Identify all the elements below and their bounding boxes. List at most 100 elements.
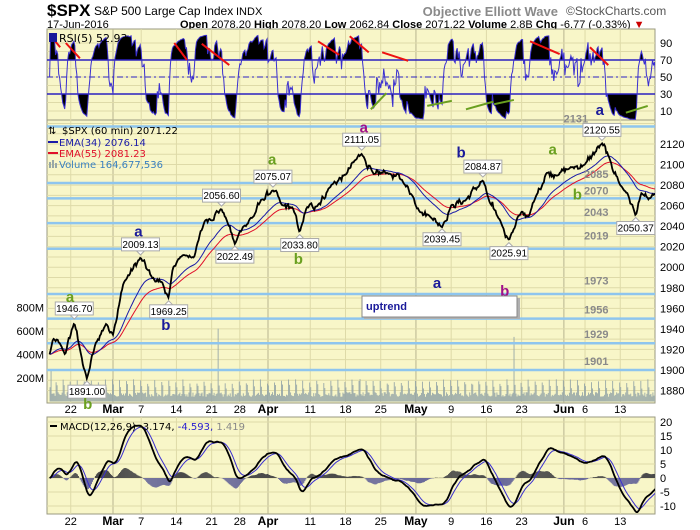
macd-histogram-bar [354, 475, 356, 478]
macd-histogram-bar [653, 473, 655, 478]
price-label-box [463, 159, 503, 174]
macd-histogram-bar [81, 478, 83, 484]
macd-histogram-bar [356, 476, 358, 478]
volume-bar [370, 394, 372, 402]
volume-bar [279, 393, 280, 402]
rsi-axis-label: 30 [660, 89, 672, 101]
volume-bar [63, 385, 65, 402]
volume-bar [635, 393, 637, 402]
level-label: 2070 [584, 185, 608, 197]
volume-bar [610, 392, 612, 402]
macd-histogram-bar [334, 473, 336, 478]
volume-bar [353, 393, 355, 402]
volume-bar [108, 394, 110, 402]
macd-histogram-bar [598, 476, 600, 478]
volume-bar [124, 395, 125, 402]
volume-bar [149, 394, 151, 402]
volume-bar [168, 380, 170, 402]
volume-bar [475, 392, 477, 402]
macd-histogram-bar [548, 471, 550, 478]
volume-bar [485, 381, 487, 402]
macd-histogram-bar [430, 478, 432, 479]
volume-bar [127, 384, 129, 402]
volume-bar [505, 394, 507, 402]
macd-histogram-bar [211, 475, 213, 478]
volume-bar [437, 385, 438, 402]
macd-histogram-bar [328, 473, 330, 478]
volume-bar [435, 394, 436, 402]
volume-bar [355, 396, 357, 402]
volume-bar [408, 388, 410, 402]
volume-bar [372, 380, 374, 402]
volume-bar [306, 394, 308, 402]
date-axis-label: 25 [375, 516, 387, 528]
volume-bar [418, 395, 420, 402]
volume-bar [132, 396, 134, 402]
volume-bar [420, 392, 422, 402]
volume-bar [323, 383, 325, 402]
macd-histogram-bar [288, 478, 290, 484]
volume-bar [170, 395, 172, 402]
volume-bar [190, 387, 192, 402]
volume-bar [520, 382, 522, 402]
macd-histogram-bar [385, 478, 387, 481]
volume-bar [284, 395, 286, 402]
macd-histogram-bar [307, 476, 309, 478]
volume-bar [647, 379, 649, 402]
volume-bar [510, 396, 512, 402]
volume-bar [226, 396, 228, 402]
macd-histogram-bar [361, 476, 363, 478]
date-axis-label: 13 [614, 404, 626, 416]
macd-histogram-bar [194, 478, 196, 479]
macd-histogram-bar [166, 478, 168, 486]
volume-bar [261, 394, 263, 402]
volume-bar [129, 393, 131, 402]
copyright[interactable]: ©StockCharts.com [566, 4, 666, 18]
volume-bar [211, 388, 213, 402]
volume-bar [565, 395, 567, 402]
rsi-plot [47, 33, 655, 120]
macd-histogram-bar [543, 471, 545, 478]
volume-bar [549, 385, 551, 402]
volume-bar [560, 394, 562, 402]
open-label: Open [180, 19, 208, 31]
volume-bar [180, 396, 182, 402]
macd-histogram-bar [136, 474, 138, 478]
volume-bar [626, 383, 628, 402]
volume-bar [336, 396, 338, 402]
volume-bar [524, 395, 526, 402]
volume-bar [343, 393, 345, 402]
volume-bar [260, 386, 262, 402]
macd-histogram-bar [339, 475, 341, 478]
volume-bar [363, 396, 365, 402]
volume-bar [303, 388, 305, 402]
volume-bar [305, 393, 307, 402]
close-label: Close [392, 19, 422, 31]
volume-bar [406, 393, 408, 402]
macd-histogram-bar [125, 467, 127, 478]
macd-histogram-bar [89, 478, 91, 487]
macd-histogram-bar [606, 478, 608, 479]
volume-bar [287, 395, 289, 402]
volume-bar [462, 395, 464, 402]
volume-bar [335, 394, 337, 402]
macd-histogram-bar [134, 473, 136, 478]
volume-bar [235, 394, 237, 402]
volume-bar [66, 392, 68, 402]
macd-histogram-bar [560, 478, 562, 480]
macd-histogram-bar [144, 478, 146, 480]
macd-histogram-bar [647, 473, 649, 478]
macd-histogram-bar [404, 478, 406, 481]
macd-histogram-bar [318, 475, 320, 478]
macd-histogram-bar [534, 472, 536, 478]
volume-bar [217, 328, 219, 402]
macd-histogram-bar [140, 476, 142, 478]
volume-bar [365, 380, 367, 402]
macd-histogram-bar [643, 473, 645, 478]
macd-histogram-bar [450, 471, 452, 478]
date-axis-label: 13 [614, 516, 626, 528]
volume-bar [519, 395, 521, 402]
volume-bar [142, 392, 144, 402]
volume-bar [598, 381, 600, 402]
macd-histogram-bar [187, 475, 189, 478]
